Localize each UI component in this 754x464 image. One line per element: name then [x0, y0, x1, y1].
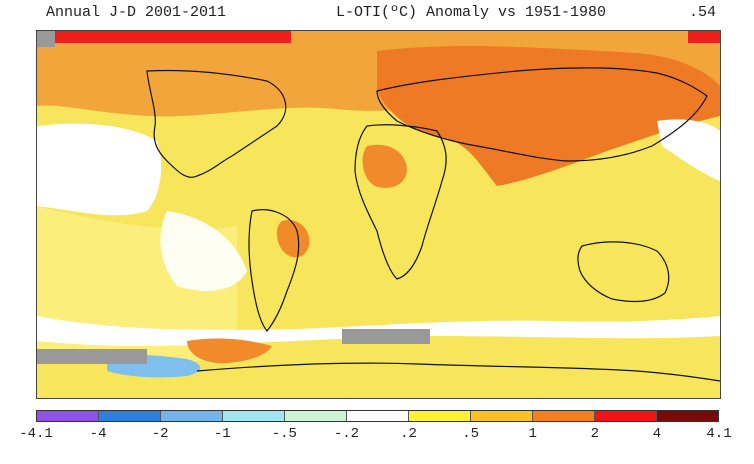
legend-tick-label: 4.1: [706, 426, 732, 442]
map-subtitle: L-OTI(ºC) Anomaly vs 1951-1980: [336, 4, 607, 21]
legend-tick-label: .5: [462, 426, 480, 442]
legend-tick-label: -.5: [271, 426, 297, 442]
africa-warm-blob: [362, 144, 407, 188]
south-america-warm-blob: [276, 220, 310, 258]
antarctic-missing-data-2: [342, 329, 430, 344]
legend-tick-label: -2: [151, 426, 169, 442]
legend-colorbar: [36, 410, 719, 422]
legend-swatch-6: [409, 411, 471, 421]
legend-swatch-0: [37, 411, 99, 421]
legend-swatch-7: [471, 411, 533, 421]
legend-tick-label: 2: [590, 426, 600, 442]
legend-swatch-8: [533, 411, 595, 421]
legend-tick-label: 1: [528, 426, 537, 442]
legend-tick-label: 4: [652, 426, 662, 442]
global-mean-value: .54: [688, 4, 716, 21]
legend-tick-label: .2: [400, 426, 417, 442]
legend-tick-label: -4.1: [19, 426, 53, 442]
map-title: Annual J-D 2001-2011: [46, 4, 227, 21]
coastlines: [146, 67, 720, 382]
legend-tick-label: -1: [213, 426, 231, 442]
legend-ticks: -4.1 -4 -2 -1 -.5 -.2 .2 .5 1 2 4 4.1: [0, 426, 754, 446]
legend-swatch-1: [99, 411, 161, 421]
eurasia-hot-region: [377, 46, 720, 187]
legend-tick-label: -4: [89, 426, 107, 442]
arctic-red-strip: [55, 31, 291, 43]
antarctic-missing-data: [37, 349, 147, 364]
west-pacific-neutral: [657, 119, 720, 181]
legend-swatch-4: [285, 411, 347, 421]
south-pacific-neutral: [160, 211, 247, 291]
legend-swatch-3: [223, 411, 285, 421]
arctic-missing-data: [37, 31, 55, 47]
anomaly-map: [36, 30, 721, 399]
legend-swatch-10: [657, 411, 718, 421]
legend-tick-label: -.2: [333, 426, 360, 442]
legend-swatch-5: [347, 411, 409, 421]
legend-swatch-2: [161, 411, 223, 421]
antarctic-peninsula-warm: [187, 338, 272, 364]
east-pacific-neutral: [37, 123, 162, 216]
legend-swatch-9: [595, 411, 657, 421]
arctic-red-strip-east: [688, 31, 720, 43]
